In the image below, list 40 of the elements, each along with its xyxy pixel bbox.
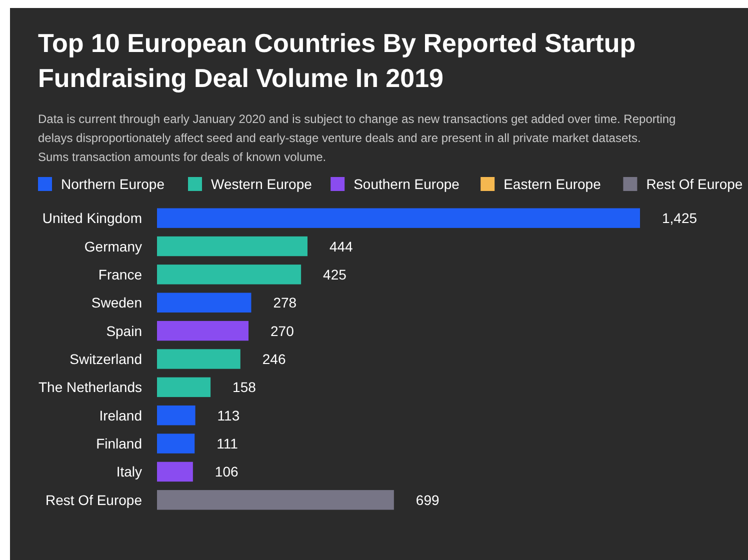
data-label: 113: [217, 407, 240, 424]
bar: [157, 406, 196, 426]
bar: [157, 320, 249, 341]
y-tick-label: France: [98, 266, 142, 282]
data-label: 158: [232, 379, 256, 396]
data-label: 699: [416, 492, 440, 508]
chart-subtitle: Data is current through early January 2020 and is subject to change as new transactions get added over time. Reporting delays disproportionately affect seed and early-stage venture deals and are present in all private market datasets. Sums transaction amounts for deals of known volume.: [38, 112, 676, 164]
legend-label: Rest Of Europe: [646, 176, 743, 192]
data-label: 246: [262, 351, 286, 367]
chart-title: Top 10 European Countries By Reported Startup Fundraising Deal Volume In 2019: [38, 28, 636, 93]
y-tick-label: Ireland: [99, 407, 142, 424]
bar: [157, 292, 252, 312]
bar: [157, 490, 394, 510]
data-label: 106: [214, 464, 238, 480]
data-label: 278: [273, 294, 297, 311]
bar: [157, 236, 308, 256]
y-tick-label: Italy: [116, 464, 142, 480]
data-label: 270: [270, 322, 294, 339]
y-tick-label: Spain: [106, 322, 142, 339]
legend-label: Western Europe: [211, 176, 312, 192]
bar: [157, 377, 211, 398]
bar: [157, 208, 640, 228]
y-tick-label: Rest Of Europe: [46, 492, 142, 508]
bar: [157, 349, 240, 369]
data-label: 111: [216, 436, 238, 452]
y-tick-label: Finland: [96, 436, 142, 452]
data-label: 1,425: [662, 210, 698, 226]
y-tick-label: United Kingdom: [42, 210, 142, 226]
data-label: 425: [323, 266, 347, 282]
legend-label: Eastern Europe: [504, 176, 602, 192]
legend-label: Northern Europe: [61, 176, 165, 192]
y-tick-label: Sweden: [91, 294, 142, 311]
y-tick-label: Germany: [84, 238, 142, 254]
data-label: 444: [329, 238, 354, 254]
legend-label: Southern Europe: [354, 176, 460, 192]
bar: [157, 264, 302, 284]
y-tick-label: Switzerland: [70, 351, 142, 367]
bar: [157, 434, 195, 454]
bar: [157, 462, 193, 482]
y-tick-label: The Netherlands: [38, 379, 142, 396]
